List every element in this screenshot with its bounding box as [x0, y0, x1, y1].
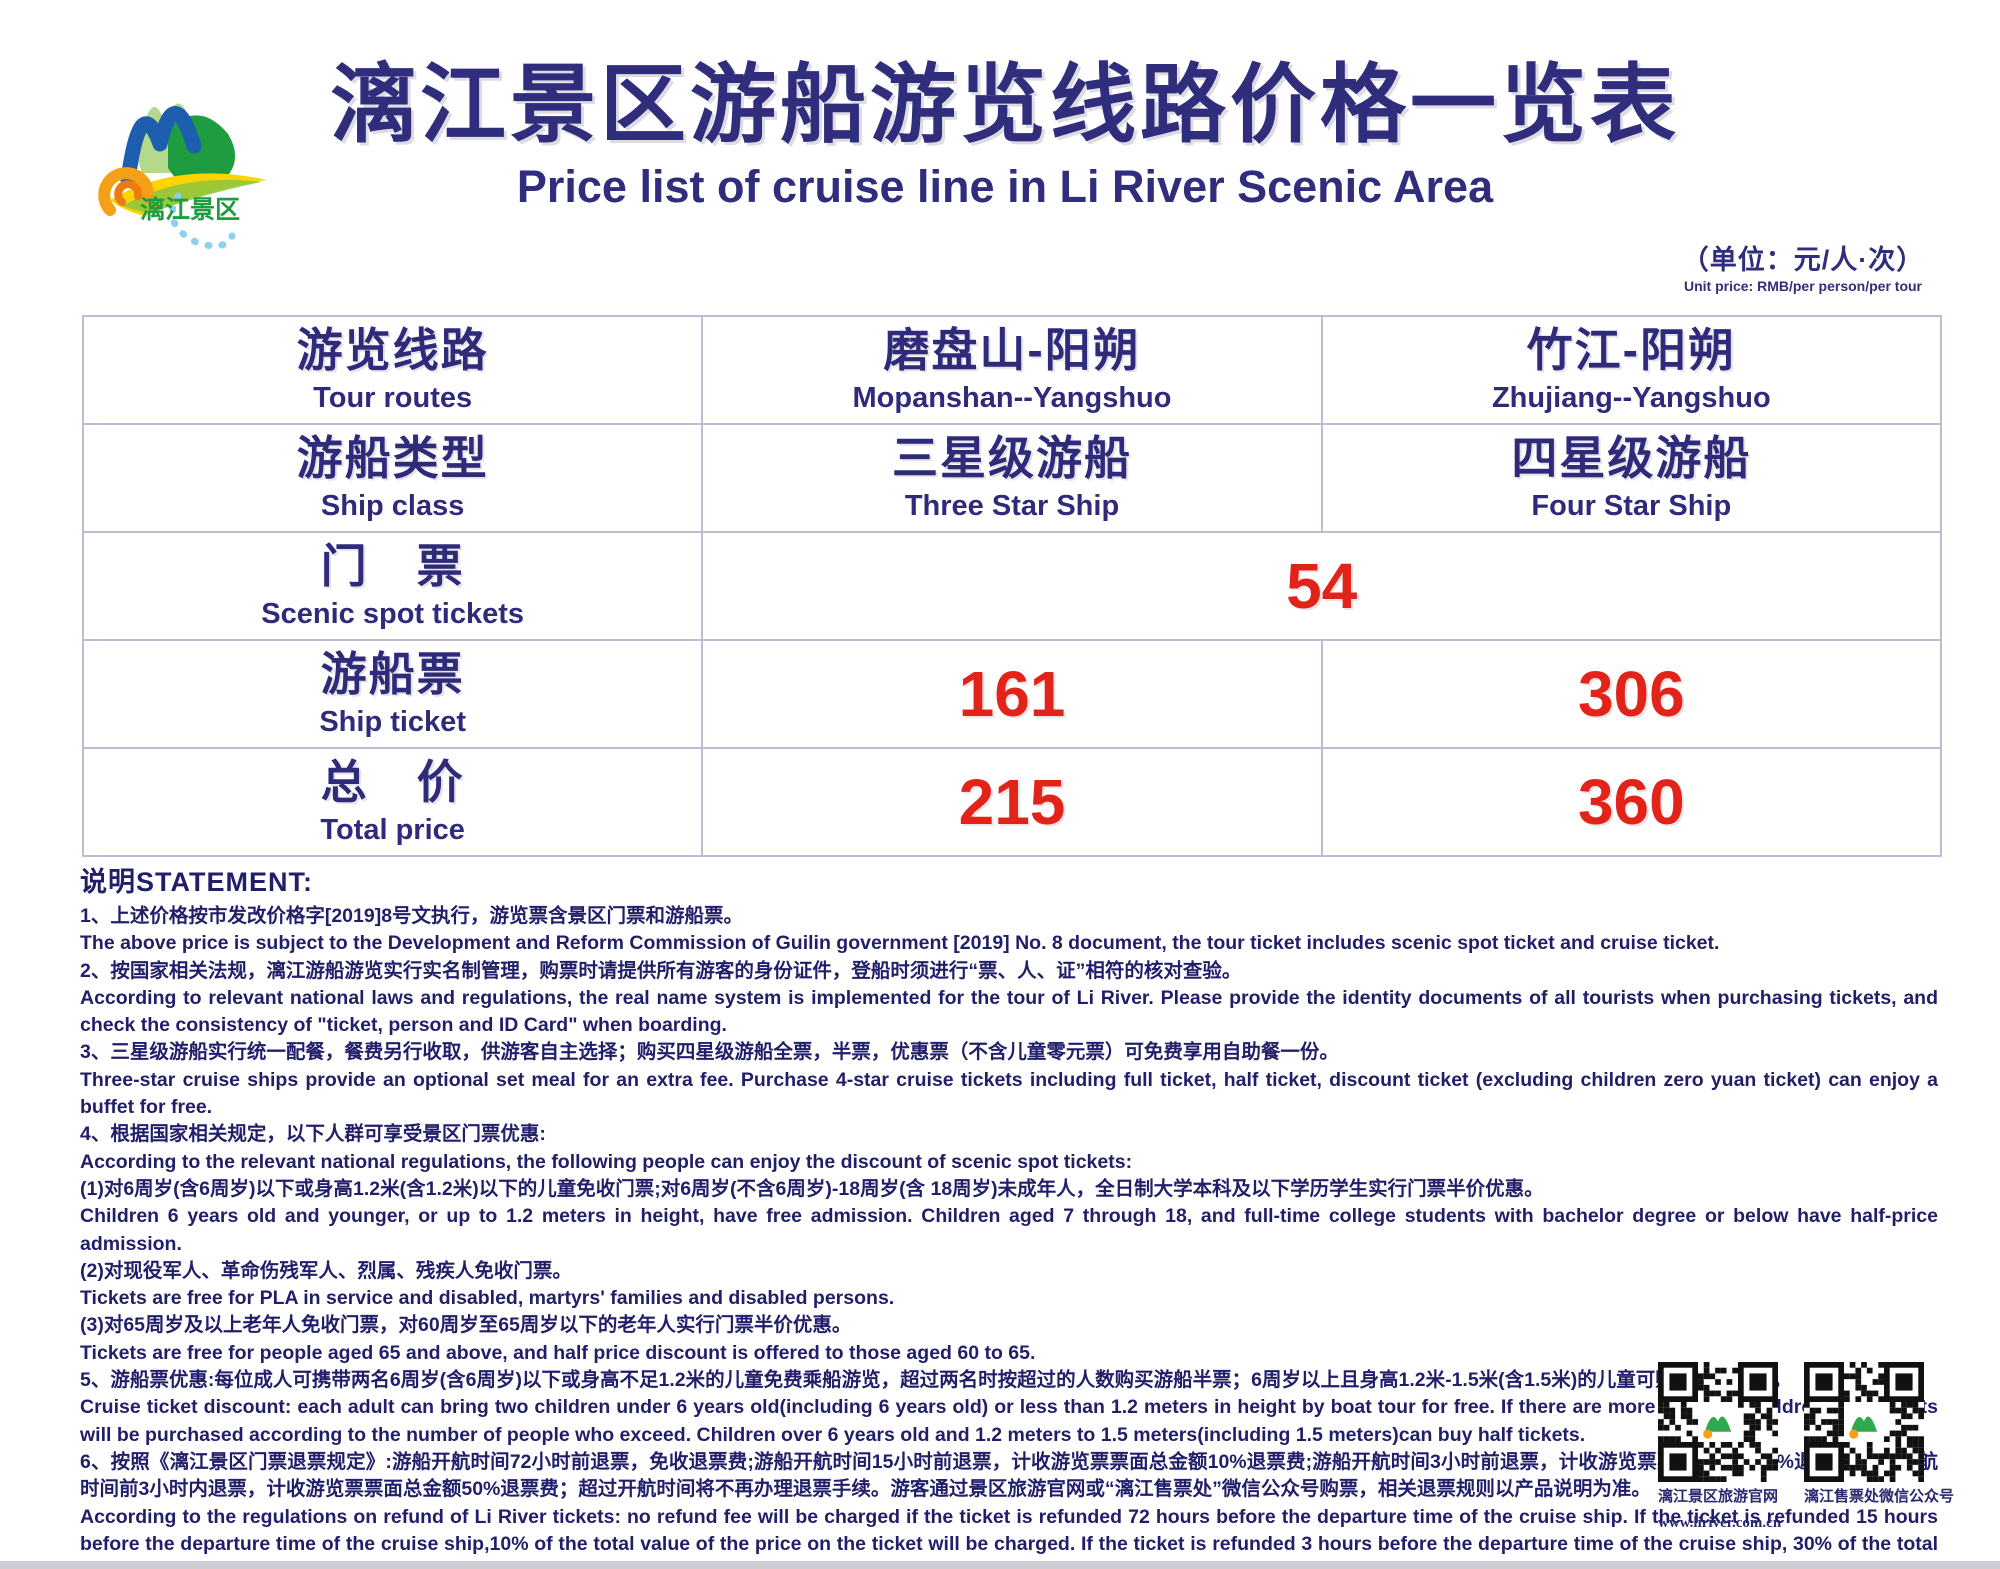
statement-line: (2)对现役军人、革命伤残军人、烈属、残疾人免收门票。 — [80, 1259, 572, 1282]
statement-line: 4、根据国家相关规定，以下人群可享受景区门票优惠: — [80, 1123, 546, 1146]
price-value: 306 — [1577, 658, 1685, 730]
liriver-scenic-area-logo: 漓江景区 — [82, 48, 282, 253]
route-cn: 磨盘山-阳朔 — [883, 324, 1141, 377]
row-header-ship-ticket: 游船票 Ship ticket — [81, 639, 704, 749]
statement-line: Three-star cruise ships provide an optio… — [80, 1068, 1938, 1119]
cell-route-mopanshan: 磨盘山-阳朔 Mopanshan--Yangshuo — [701, 315, 1323, 425]
qr-official-website: 漓江景区旅游官网 www.liriver.com.cn — [1658, 1362, 1782, 1533]
statement-line: Tickets are free for people aged 65 and … — [80, 1341, 1036, 1364]
cell-total-price-mopanshan: 215 — [701, 747, 1323, 857]
row-header-cn: 门 票 — [320, 540, 465, 593]
qr-caption: 漓江售票处微信公众号 — [1804, 1489, 1955, 1505]
route-en: Mopanshan--Yangshuo — [852, 381, 1172, 414]
unit-note-english: Unit price: RMB/per person/per tour — [1683, 278, 1923, 294]
ship-class-cn: 四星级游船 — [1511, 432, 1752, 485]
row-header-en: Ship ticket — [319, 705, 466, 738]
table-row-tour-routes: 游览线路 Tour routes 磨盘山-阳朔 Mopanshan--Yangs… — [81, 315, 1943, 425]
qr-code-official-website-icon — [1658, 1362, 1778, 1482]
row-header-en: Scenic spot tickets — [261, 597, 525, 630]
qr-code-block: 漓江景区旅游官网 www.liriver.com.cn 漓江售票处微信公众号 — [1658, 1362, 1955, 1533]
header: 漓江景区游船游览线路价格一览表 Price list of cruise lin… — [270, 58, 1740, 213]
price-value: 161 — [958, 658, 1066, 730]
statement-line: Children 6 years old and younger, or up … — [80, 1205, 1938, 1255]
route-cn: 竹江-阳朔 — [1526, 324, 1736, 377]
cell-route-zhujiang: 竹江-阳朔 Zhujiang--Yangshuo — [1320, 315, 1943, 425]
price-value: 215 — [958, 766, 1066, 838]
cell-ship-ticket-zhujiang: 306 — [1320, 639, 1943, 749]
statement-line: (3)对65周岁及以上老年人免收门票，对60周岁至65周岁以下的老年人实行门票半… — [80, 1314, 852, 1337]
row-header-cn: 游览线路 — [296, 324, 489, 377]
unit-note: （单位：元/人·次） Unit price: RMB/per person/pe… — [1648, 238, 1958, 294]
price-table: 游览线路 Tour routes 磨盘山-阳朔 Mopanshan--Yangs… — [81, 315, 1943, 857]
statement-line: According to relevant national laws and … — [80, 986, 1938, 1037]
qr-caption-url: www.liriver.com.cn — [1658, 1514, 1782, 1531]
statement-line: (1)对6周岁(含6周岁)以下或身高1.2米(含1.2米)以下的儿童免收门票;对… — [80, 1177, 1544, 1200]
statement-line: According to the relevant national regul… — [80, 1150, 1133, 1173]
cell-ship-class-three-star: 三星级游船 Three Star Ship — [701, 423, 1323, 533]
ship-class-en: Three Star Ship — [904, 489, 1120, 522]
ship-class-cn: 三星级游船 — [891, 432, 1132, 485]
row-header-cn: 游船票 — [320, 648, 465, 701]
statement-line: 3、三星级游船实行统一配餐，餐费另行收取，供游客自主选择；购买四星级游船全票，半… — [80, 1041, 1339, 1064]
cell-scenic-spot-ticket-price: 54 — [701, 531, 1942, 641]
statement-section: 说明STATEMENT: 1、上述价格按市发改价格字[2019]8号文执行，游览… — [80, 860, 1938, 1569]
statement-line: Tickets are free for PLA in service and … — [80, 1287, 895, 1310]
row-header-tour-routes: 游览线路 Tour routes — [81, 315, 704, 425]
statement-line: 1、上述价格按市发改价格字[2019]8号文执行，游览票含景区门票和游船票。 — [80, 905, 744, 927]
statement-line: Cruise ticket discount: each adult can b… — [80, 1396, 1938, 1446]
qr-caption: 漓江景区旅游官网 — [1658, 1489, 1779, 1505]
page-title-chinese: 漓江景区游船游览线路价格一览表 — [330, 57, 1680, 153]
row-header-cn: 总 价 — [320, 756, 465, 809]
cell-ship-ticket-mopanshan: 161 — [701, 639, 1323, 749]
row-header-en: Tour routes — [313, 381, 473, 414]
statement-line: 5、游船票优惠:每位成人可携带两名6周岁(含6周岁)以下或身高不足1.2米的儿童… — [80, 1369, 1792, 1392]
row-header-scenic-spot-tickets: 门 票 Scenic spot tickets — [81, 531, 704, 641]
table-row-ship-class: 游船类型 Ship class 三星级游船 Three Star Ship 四星… — [81, 423, 1943, 533]
page-title-english: Price list of cruise line in Li River Sc… — [516, 160, 1494, 212]
price-value: 360 — [1577, 766, 1685, 838]
statement-line: The above price is subject to the Develo… — [80, 932, 1720, 955]
row-header-en: Total price — [320, 813, 465, 846]
qr-wechat-account: 漓江售票处微信公众号 — [1804, 1362, 1955, 1533]
unit-note-chinese: （单位：元/人·次） — [1681, 245, 1925, 275]
cell-ship-class-four-star: 四星级游船 Four Star Ship — [1320, 423, 1943, 533]
table-row-total-price: 总 价 Total price 215 360 — [81, 747, 1943, 857]
statement-lines: 1、上述价格按市发改价格字[2019]8号文执行，游览票含景区门票和游船票。 Th… — [80, 903, 1938, 1569]
row-header-en: Ship class — [320, 489, 465, 522]
statement-heading: 说明STATEMENT: — [80, 867, 313, 897]
logo-mountain-river-icon: 漓江景区 — [98, 103, 267, 250]
cell-total-price-zhujiang: 360 — [1320, 747, 1943, 857]
table-row-ship-ticket: 游船票 Ship ticket 161 306 — [81, 639, 1943, 749]
price-value: 54 — [1286, 550, 1358, 622]
row-header-total-price: 总 价 Total price — [81, 747, 704, 857]
row-header-ship-class: 游船类型 Ship class — [81, 423, 704, 533]
row-header-cn: 游船类型 — [296, 432, 489, 485]
route-en: Zhujiang--Yangshuo — [1491, 381, 1771, 414]
bottom-edge-strip — [0, 1561, 2000, 1569]
table-row-scenic-spot-tickets: 门 票 Scenic spot tickets 54 — [81, 531, 1942, 641]
ship-class-en: Four Star Ship — [1531, 489, 1732, 522]
statement-line: 6、按照《漓江景区门票退票规定》:游船开航时间72小时前退票，免收退票费;游船开… — [80, 1450, 1938, 1501]
statement-line: 2、按国家相关法规，漓江游船游览实行实名制管理，购票时请提供所有游客的身份证件，… — [80, 959, 1242, 982]
qr-code-wechat-icon — [1804, 1362, 1924, 1482]
logo-text: 漓江景区 — [140, 195, 240, 224]
